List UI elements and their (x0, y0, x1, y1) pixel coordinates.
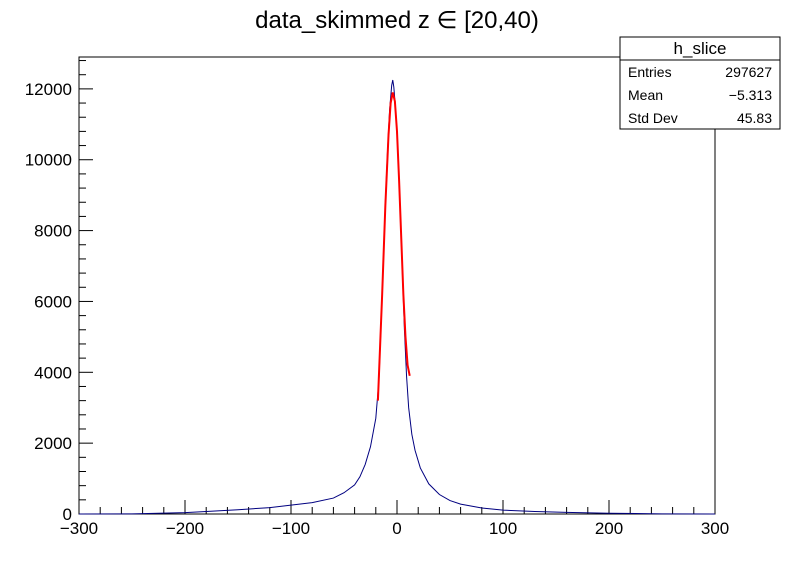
stats-box-title: h_slice (674, 39, 727, 58)
x-tick-label: −200 (166, 519, 204, 538)
stats-stddev-label: Std Dev (628, 110, 678, 126)
x-tick-label: 300 (701, 519, 729, 538)
y-tick-label: 8000 (34, 222, 72, 241)
y-tick-label: 2000 (34, 434, 72, 453)
stats-stddev-value: 45.83 (737, 110, 772, 126)
x-tick-label: −100 (272, 519, 310, 538)
fit-curve (376, 92, 411, 401)
minor-ticks (79, 60, 695, 514)
x-axis: −300 −200 −100 0 100 200 300 (60, 500, 729, 538)
y-tick-label: 4000 (34, 363, 72, 382)
y-axis: 0 2000 4000 6000 8000 10000 12000 (25, 80, 93, 524)
histogram-series (78, 79, 716, 515)
stats-entries-value: 297627 (725, 64, 772, 80)
y-tick-label: 12000 (25, 80, 72, 99)
stats-mean-value: −5.313 (729, 87, 772, 103)
x-tick-label: −300 (60, 519, 98, 538)
stats-box-frame (619, 36, 781, 130)
x-tick-label: 100 (489, 519, 517, 538)
y-tick-label: 6000 (34, 292, 72, 311)
x-tick-label: 200 (595, 519, 623, 538)
stats-mean-label: Mean (628, 87, 663, 103)
y-tick-label: 0 (63, 505, 72, 524)
x-tick-label: 0 (392, 519, 401, 538)
stats-box: h_slice Entries 297627 Mean −5.313 Std D… (619, 36, 781, 130)
stats-entries-label: Entries (628, 64, 672, 80)
chart-title: data_skimmed z ∈ [20,40) (255, 7, 539, 34)
y-tick-label: 10000 (25, 151, 72, 170)
